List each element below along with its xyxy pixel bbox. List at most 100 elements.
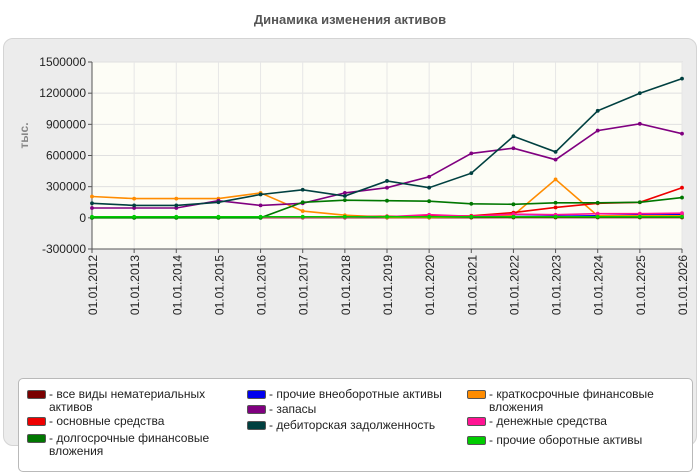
data-point	[596, 201, 600, 205]
x-tick-label: 01.01.2025	[634, 255, 648, 315]
y-tick-label: 600000	[46, 149, 86, 163]
data-point	[174, 203, 178, 207]
data-point	[217, 200, 221, 204]
data-point	[90, 206, 94, 210]
legend-label: - запасы	[269, 403, 465, 416]
x-tick-label: 01.01.2016	[255, 255, 269, 315]
data-point	[638, 91, 642, 95]
y-axis-label: тыс.	[17, 122, 31, 148]
data-point	[596, 109, 600, 113]
x-tick-label: 01.01.2013	[128, 255, 142, 315]
data-point	[385, 199, 389, 203]
x-tick-label: 01.01.2017	[297, 255, 311, 315]
data-point	[680, 77, 684, 81]
data-point	[469, 215, 473, 219]
data-point	[259, 215, 263, 219]
legend-label: - денежные средства	[489, 415, 685, 428]
data-point	[427, 199, 431, 203]
x-tick-label: 01.01.2020	[423, 255, 437, 315]
legend-swatch	[467, 417, 486, 426]
legend-label: - основные средства	[49, 415, 245, 428]
data-point	[385, 179, 389, 183]
x-tick-label: 01.01.2026	[676, 255, 690, 315]
data-point	[259, 203, 263, 207]
data-point	[680, 132, 684, 136]
legend-swatch	[467, 390, 486, 399]
legend-label: - прочие внеоборотные активы	[269, 388, 465, 401]
data-point	[90, 201, 94, 205]
y-tick-label: 1500000	[39, 55, 86, 69]
line-chart: 1500000 1200000 900000 600000 300000 0 -300000…	[4, 39, 696, 369]
data-point	[343, 194, 347, 198]
data-point	[512, 134, 516, 138]
x-tick-label: 01.01.2015	[212, 255, 226, 315]
data-point	[638, 122, 642, 126]
data-point	[596, 129, 600, 133]
data-point	[259, 193, 263, 197]
data-point	[469, 152, 473, 156]
y-tick-label: 0	[79, 211, 86, 225]
legend: - все виды нематериальных активов - осно…	[18, 378, 693, 472]
data-point	[132, 203, 136, 207]
data-point	[174, 197, 178, 201]
data-point	[217, 215, 221, 219]
data-point	[90, 215, 94, 219]
chart-panel: 1500000 1200000 900000 600000 300000 0 -300000…	[3, 38, 697, 446]
y-tick-label: 900000	[46, 117, 86, 131]
y-tick-labels: 1500000 1200000 900000 600000 300000 0 -300000	[39, 55, 86, 256]
data-point	[301, 209, 305, 213]
legend-swatch	[247, 390, 266, 399]
data-point	[680, 215, 684, 219]
data-point	[385, 215, 389, 219]
data-point	[469, 171, 473, 175]
x-tick-label: 01.01.2012	[86, 255, 100, 315]
data-point	[132, 215, 136, 219]
data-point	[512, 146, 516, 150]
data-point	[554, 215, 558, 219]
data-point	[512, 202, 516, 206]
data-point	[343, 198, 347, 202]
data-point	[174, 215, 178, 219]
legend-swatch	[27, 417, 46, 426]
x-tick-label: 01.01.2024	[592, 255, 606, 315]
chart-title: Динамика изменения активов	[0, 12, 700, 27]
data-point	[680, 186, 684, 190]
legend-label: - прочие оборотные активы	[489, 434, 685, 447]
data-point	[512, 215, 516, 219]
data-point	[554, 150, 558, 154]
data-point	[638, 200, 642, 204]
data-point	[427, 175, 431, 179]
data-point	[301, 200, 305, 204]
data-point	[469, 202, 473, 206]
x-tick-label: 01.01.2022	[507, 255, 521, 315]
x-tick-label: 01.01.2018	[339, 255, 353, 315]
y-tick-label: 1200000	[39, 86, 86, 100]
x-tick-label: 01.01.2023	[550, 255, 564, 315]
data-point	[427, 186, 431, 190]
x-tick-label: 01.01.2021	[465, 255, 479, 315]
legend-label: - краткосрочные финансовые вложения	[489, 388, 685, 414]
legend-swatch	[247, 421, 266, 430]
legend-label: - все виды нематериальных активов	[49, 388, 245, 414]
y-tick-label: -300000	[42, 242, 86, 256]
data-point	[554, 177, 558, 181]
legend-swatch	[27, 434, 46, 443]
x-tick-labels: 01.01.2012 01.01.2013 01.01.2014 01.01.2015…	[86, 255, 690, 315]
legend-swatch	[247, 405, 266, 414]
data-point	[90, 195, 94, 199]
legend-swatch	[27, 390, 46, 399]
data-point	[554, 206, 558, 210]
y-tick-label: 300000	[46, 180, 86, 194]
data-point	[343, 215, 347, 219]
legend-label: - долгосрочные финансовые вложения	[49, 432, 245, 458]
data-point	[132, 197, 136, 201]
data-point	[596, 215, 600, 219]
data-point	[385, 186, 389, 190]
x-tick-label: 01.01.2014	[170, 255, 184, 315]
data-point	[638, 215, 642, 219]
data-point	[554, 158, 558, 162]
data-point	[680, 196, 684, 200]
data-point	[301, 188, 305, 192]
legend-label: - дебиторская задолженность	[269, 419, 465, 432]
data-point	[554, 201, 558, 205]
